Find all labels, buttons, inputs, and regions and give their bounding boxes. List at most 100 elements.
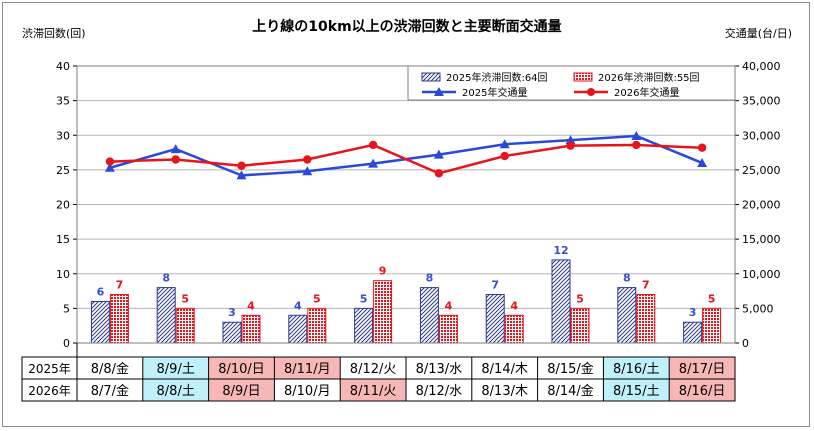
circle-marker [368, 140, 378, 150]
bar-data-label: 5 [708, 292, 716, 305]
triangle-marker [697, 157, 708, 167]
bar-data-label: 8 [426, 272, 434, 285]
bar-data-label: 5 [576, 292, 584, 305]
table-cell-bg [406, 379, 472, 401]
bar [683, 321, 703, 344]
table-cell-bg [208, 357, 275, 379]
table-cell: 8/9/土 [157, 362, 195, 377]
table-cell: 8/11/月 [284, 362, 331, 377]
table-cell: 8/10/月 [284, 384, 331, 399]
y-tick-right: 20,000 [742, 199, 781, 212]
legend: 2025年渋滞回数:64回 2026年渋滞回数:55回 2025年交通量 2026年交… [407, 65, 736, 101]
table-cell: 8/8/土 [157, 384, 195, 399]
triangle-marker [170, 144, 181, 154]
circle-marker [566, 141, 575, 150]
circle-marker [434, 169, 444, 178]
bar-data-label: 5 [313, 292, 321, 305]
bar [419, 287, 439, 344]
bar-data-label: 4 [510, 299, 518, 312]
table-row-label: 2026年 [28, 384, 71, 398]
bar [485, 294, 505, 344]
bar-data-label: 8 [623, 272, 631, 285]
bar-data-label: 3 [228, 306, 236, 319]
legend-label: 2025年渋滞回数:64回 [446, 71, 548, 84]
triangle-marker [104, 162, 115, 172]
triangle-marker [499, 139, 510, 149]
bar [617, 287, 637, 344]
bar-data-label: 7 [116, 279, 124, 292]
triangle-marker [631, 130, 642, 140]
bar-data-label: 8 [162, 272, 170, 285]
table-cell: 8/16/日 [679, 384, 726, 399]
table-cell: 8/15/金 [547, 361, 594, 377]
table-cell-bg [340, 379, 406, 401]
table-cell: 8/15/土 [613, 384, 660, 399]
bar-data-label: 5 [360, 292, 368, 305]
legend-swatch [573, 72, 593, 82]
y-axis-left-label: 渋滞回数(回) [22, 27, 86, 40]
y-tick-left: 35 [56, 95, 70, 108]
table-cell: 8/9/日 [222, 384, 260, 399]
y-tick-right: 10,000 [742, 268, 781, 281]
y-tick-right: 40,000 [742, 60, 781, 73]
y-tick-left: 15 [56, 233, 70, 246]
table-cell-bg [274, 357, 341, 379]
triangle-marker [434, 87, 444, 96]
plot-area-border [76, 65, 736, 344]
bar [504, 314, 524, 344]
y-tick-right: 35,000 [742, 95, 781, 108]
y-tick-left: 20 [56, 199, 70, 212]
bar-data-label: 4 [294, 299, 302, 312]
circle-marker [500, 151, 509, 161]
table-cell-bg [603, 379, 670, 401]
chart-title: 上り線の10km以上の渋滞回数と主要断面交通量 [252, 18, 561, 35]
table-row-label: 2025年 [28, 362, 71, 376]
y-tick-right: 30,000 [742, 129, 781, 142]
series-line [109, 143, 703, 175]
circle-marker [587, 88, 595, 96]
table-cell: 8/14/金 [547, 383, 594, 399]
bar [551, 259, 571, 344]
table-cell: 8/10/日 [218, 362, 265, 377]
table-cell-bg [77, 357, 143, 379]
bar [570, 307, 590, 344]
y-tick-left: 5 [63, 302, 70, 315]
bar-data-label: 7 [491, 279, 499, 292]
bar [702, 307, 722, 344]
table-cell: 8/14/木 [481, 362, 528, 377]
triangle-marker [302, 166, 313, 176]
y-tick-right: 5,000 [742, 302, 774, 315]
circle-marker [697, 143, 707, 152]
bar-data-label: 7 [642, 279, 650, 292]
legend-swatch [421, 72, 441, 82]
triangle-marker [368, 158, 379, 168]
triangle-marker [565, 135, 576, 145]
y-tick-left: 25 [56, 164, 70, 177]
bar-data-label: 6 [97, 285, 105, 298]
table-cell-bg [471, 379, 538, 401]
table-cell: 8/7/金 [91, 383, 129, 399]
bar-data-label: 5 [181, 292, 189, 305]
y-tick-left: 30 [56, 129, 70, 142]
bar-data-label: 9 [379, 265, 387, 278]
table-cell-bg [406, 357, 472, 379]
bar-data-label: 4 [247, 299, 255, 312]
y-tick-right: 25,000 [742, 164, 781, 177]
table-cell: 8/16/土 [613, 362, 660, 377]
bar [222, 321, 242, 344]
table-cell-bg [274, 379, 341, 401]
date-table: 2025年 8/8/金 8/9/土 8/10/日 8/11/月 8/12/火 8/13/水 8… [21, 343, 736, 402]
bar-data-label: 4 [445, 299, 453, 312]
circle-marker [237, 161, 246, 170]
gridlines [77, 65, 735, 309]
bar [354, 307, 374, 344]
y-tick-right: 0 [742, 337, 749, 350]
table-cell-bg [142, 357, 209, 379]
y-tick-left: 0 [63, 337, 70, 350]
circle-marker [171, 155, 180, 164]
circle-marker [303, 155, 312, 164]
bar [90, 300, 110, 344]
legend-label: 2026年渋滞回数:55回 [598, 71, 700, 84]
